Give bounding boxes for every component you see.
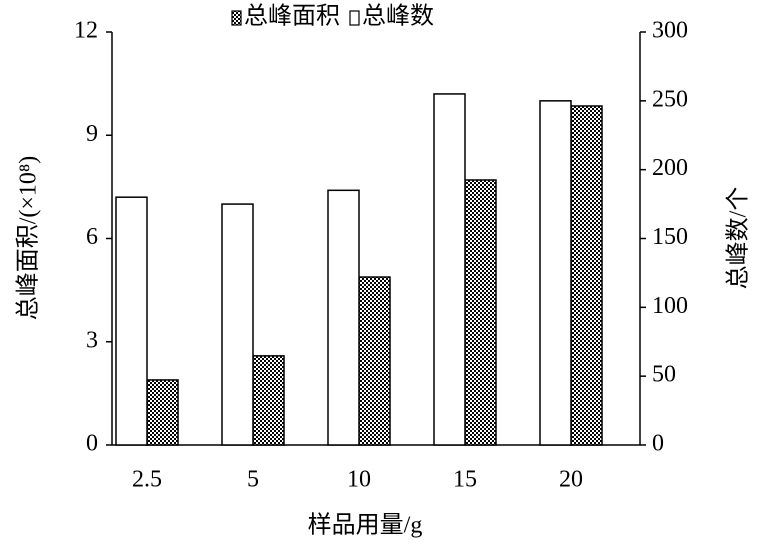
x-tick-label: 20 [559,467,583,493]
y2-tick-label: 150 [652,224,688,250]
y2-axis-title: 总峰数/个 [725,187,752,290]
y-tick-label: 12 [74,18,98,44]
bar [358,276,391,446]
y2-tick-label: 300 [652,18,688,44]
x-tick-label: 10 [347,467,371,493]
y-tick-label: 6 [86,224,98,250]
y2-tick-label: 50 [652,362,676,388]
x-tick-label: 5 [247,467,259,493]
bar [146,379,179,446]
bar [115,196,148,446]
y2-tick-label: 200 [652,155,688,181]
bar [539,100,572,446]
x-axis-title: 样品用量/g [308,512,423,539]
y-tick-label: 3 [86,327,98,353]
bar [570,105,603,446]
bar [252,355,285,446]
legend-swatch [349,10,360,26]
y-tick-label: 0 [86,431,98,457]
bar [433,93,466,446]
y-axis-title: 总峰面积/(×10⁸) [15,156,42,321]
legend-label: 总峰面积 [244,3,340,30]
bar [327,189,360,446]
bar [221,203,254,446]
legend-label: 总峰数 [362,3,434,30]
legend-swatch [231,10,242,26]
bar [464,179,497,446]
x-tick-label: 2.5 [132,467,162,493]
y2-tick-label: 0 [652,431,664,457]
y2-tick-label: 250 [652,86,688,112]
x-tick-label: 15 [453,467,477,493]
y2-tick-label: 100 [652,293,688,319]
y-tick-label: 9 [86,121,98,147]
